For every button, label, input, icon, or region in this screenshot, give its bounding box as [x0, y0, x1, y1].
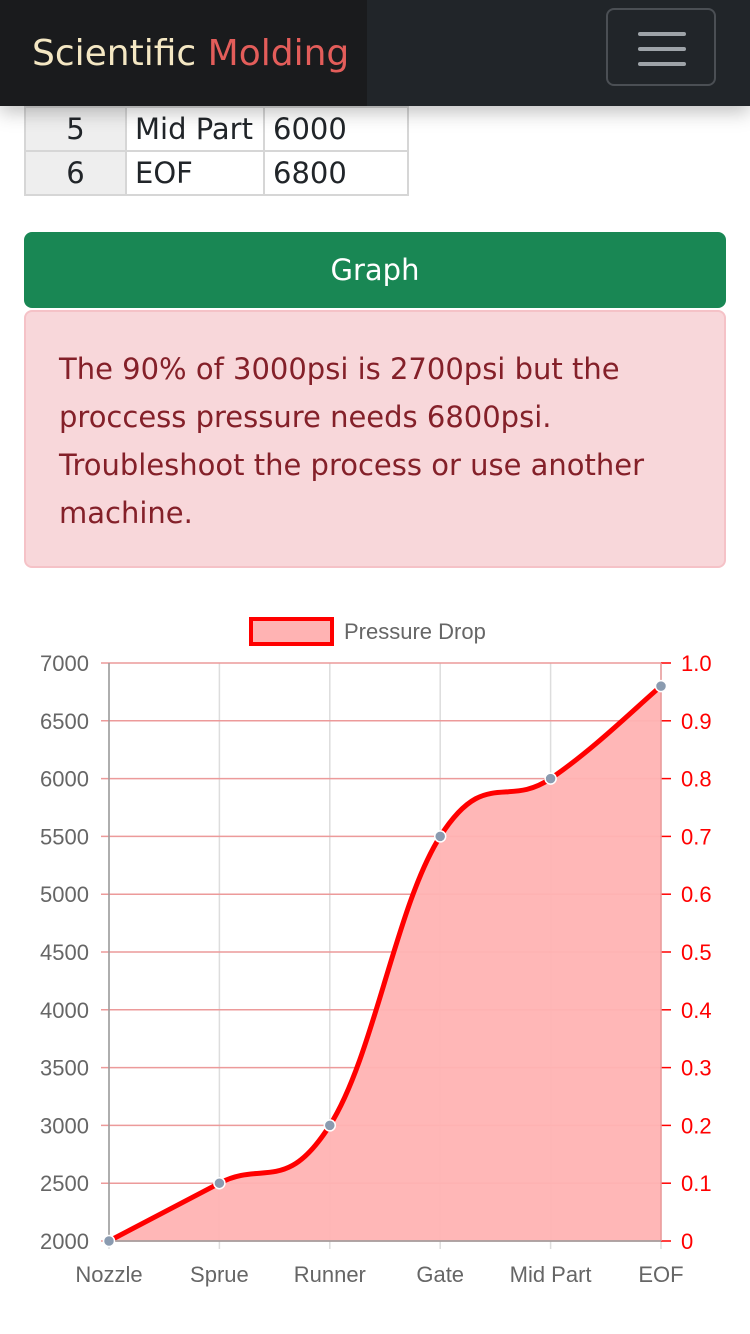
y-left-tick-label: 4500: [40, 940, 89, 965]
x-tick-label: EOF: [638, 1262, 683, 1287]
y-right-tick-label: 0.1: [681, 1171, 712, 1196]
data-point[interactable]: [323, 1119, 337, 1132]
y-right-tick-label: 0.5: [681, 940, 712, 965]
y-left-tick-label: 5500: [40, 824, 89, 849]
pressure-table: 5 Mid Part 6000 6 EOF 6800: [24, 106, 409, 196]
row-number: 6: [24, 150, 127, 196]
y-right-tick-label: 0.9: [681, 709, 712, 734]
y-left-tick-label: 2500: [40, 1171, 89, 1196]
y-left-tick-label: 2000: [40, 1229, 89, 1254]
brand-logo[interactable]: Scientific Molding: [32, 32, 349, 76]
legend-label[interactable]: Pressure Drop: [344, 619, 486, 644]
x-tick-label: Nozzle: [75, 1262, 142, 1287]
y-left-tick-label: 6000: [40, 767, 89, 792]
row-number: 5: [24, 106, 127, 152]
y-left-tick-label: 6500: [40, 709, 89, 734]
row-pressure: 6800: [263, 150, 409, 196]
brand-text-scientific: Scientific: [32, 33, 197, 74]
y-left-tick-label: 3000: [40, 1113, 89, 1138]
data-point[interactable]: [654, 679, 668, 693]
y-left-tick-label: 4000: [40, 998, 89, 1023]
navbar-toggler-button[interactable]: [606, 8, 716, 86]
y-right-tick-label: 0: [681, 1229, 693, 1254]
navbar: Scientific Molding: [0, 0, 750, 106]
brand-container: Scientific Molding: [0, 0, 367, 106]
x-tick-label: Runner: [294, 1262, 366, 1287]
y-right-tick-label: 1.0: [681, 651, 712, 676]
pressure-drop-area: [109, 686, 661, 1241]
y-left-tick-label: 3500: [40, 1056, 89, 1081]
table-row: 5 Mid Part 6000: [24, 106, 409, 152]
row-location: Mid Part: [125, 106, 265, 152]
y-left-tick-label: 5000: [40, 882, 89, 907]
y-left-tick-label: 7000: [40, 651, 89, 676]
y-right-tick-label: 0.6: [681, 882, 712, 907]
row-pressure: 6000: [263, 106, 409, 152]
data-point[interactable]: [544, 772, 557, 785]
y-right-tick-label: 0.7: [681, 824, 712, 849]
row-location: EOF: [125, 150, 265, 196]
legend-swatch[interactable]: [249, 617, 334, 646]
data-point[interactable]: [213, 1176, 226, 1190]
y-right-tick-label: 0.8: [681, 767, 712, 792]
data-point[interactable]: [102, 1234, 116, 1248]
x-tick-label: Mid Part: [510, 1262, 592, 1287]
table-row: 6 EOF 6800: [24, 150, 409, 196]
brand-text-molding: Molding: [207, 33, 350, 74]
y-right-tick-label: 0.2: [681, 1113, 712, 1138]
graph-button[interactable]: Graph: [24, 232, 726, 308]
data-point[interactable]: [433, 830, 447, 843]
x-tick-label: Gate: [416, 1262, 464, 1287]
pressure-drop-chart: 2000 2500 3000 3500 4000 4500 5000 5500 6000 6500…: [40, 617, 712, 1287]
y-right-tick-label: 0.4: [681, 998, 712, 1023]
pressure-warning-alert: The 90% of 3000psi is 2700psi but the pr…: [24, 310, 726, 568]
x-tick-label: Sprue: [190, 1262, 249, 1287]
y-right-tick-label: 0.3: [681, 1056, 712, 1081]
